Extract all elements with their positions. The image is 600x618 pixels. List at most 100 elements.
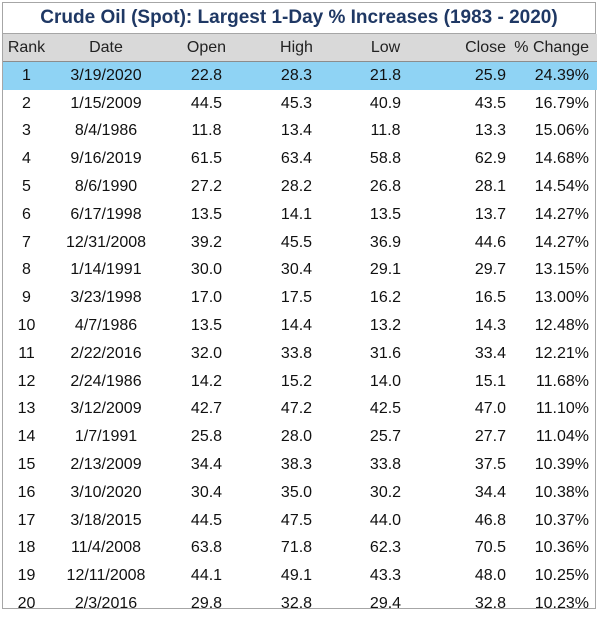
pct-change-cell: 16.79%: [534, 94, 589, 112]
date-cell: 3/18/2015: [70, 511, 142, 529]
date-cell: 6/17/1998: [70, 205, 142, 223]
low-cell: 30.2: [369, 483, 402, 501]
header-row: Rank Date Open High Low Close % Change: [3, 34, 597, 62]
open-cell: 44.5: [190, 94, 223, 112]
table-row: 4 9/16/2019 61.5 63.4 58.8 62.9 14.68%: [3, 145, 597, 173]
date-cell: 8/4/1986: [74, 122, 138, 140]
date-cell: 4/7/1986: [74, 317, 138, 335]
close-cell: 29.7: [474, 261, 506, 279]
high-cell: 63.4: [280, 150, 313, 168]
high-cell: 47.2: [280, 400, 313, 418]
close-cell: 28.1: [474, 178, 506, 196]
open-cell: 34.4: [190, 456, 223, 474]
high-cell: 14.4: [280, 317, 313, 335]
low-cell: 11.8: [370, 122, 401, 140]
pct-change-cell: 13.00%: [534, 289, 589, 307]
low-cell: 40.9: [369, 94, 402, 112]
pct-change-cell: 10.36%: [534, 539, 589, 557]
table-row: 16 3/10/2020 30.4 35.0 30.2 34.4 10.38%: [3, 479, 597, 507]
high-cell: 45.5: [280, 233, 313, 251]
date-cell: 9/16/2019: [70, 150, 142, 168]
table-row: 12 2/24/1986 14.2 15.2 14.0 15.1 11.68%: [3, 368, 597, 396]
date-cell: 3/19/2020: [50, 61, 162, 90]
table-row: 15 2/13/2009 34.4 38.3 33.8 37.5 10.39%: [3, 451, 597, 479]
close-cell: 32.8: [474, 595, 506, 613]
open-cell: 30.0: [190, 261, 223, 279]
open-cell: 13.5: [190, 317, 223, 335]
open-cell: 27.2: [190, 178, 223, 196]
close-cell: 25.9: [429, 61, 512, 90]
rank-cell: 19: [17, 567, 36, 585]
low-cell: 42.5: [369, 400, 402, 418]
pct-change-cell: 10.23%: [534, 595, 589, 613]
pct-change-cell: 12.48%: [534, 317, 589, 335]
high-cell: 30.4: [280, 261, 313, 279]
table-row: 8 1/14/1991 30.0 30.4 29.1 29.7 13.15%: [3, 257, 597, 285]
low-cell: 14.0: [369, 372, 402, 390]
rank-cell: 17: [17, 511, 36, 529]
open-cell: 44.5: [190, 511, 223, 529]
high-cell: 71.8: [280, 539, 313, 557]
open-cell: 25.8: [190, 428, 223, 446]
pct-change-cell: 14.27%: [534, 205, 589, 223]
rank-cell: 16: [17, 483, 36, 501]
rank-cell: 15: [17, 456, 36, 474]
high-cell: 28.0: [280, 428, 313, 446]
table-row: 7 12/31/2008 39.2 45.5 36.9 44.6 14.27%: [3, 229, 597, 257]
close-cell: 37.5: [474, 456, 506, 474]
date-cell: 2/13/2009: [70, 456, 142, 474]
high-cell: 38.3: [280, 456, 313, 474]
table-row: 11 2/22/2016 32.0 33.8 31.6 33.4 12.21%: [3, 340, 597, 368]
open-cell: 11.8: [191, 122, 222, 140]
table-body: 1 3/19/2020 22.8 28.3 21.8 25.9 24.39% 2 1/15/20…: [3, 61, 597, 618]
pct-change-cell: 11.68%: [535, 372, 589, 390]
pct-change-cell: 10.38%: [534, 483, 589, 501]
low-cell: 33.8: [369, 456, 402, 474]
date-cell: 1/7/1991: [74, 428, 138, 446]
open-cell: 32.0: [190, 344, 223, 362]
rank-cell: 13: [17, 400, 36, 418]
close-cell: 16.5: [474, 289, 506, 307]
high-cell: 14.1: [280, 205, 313, 223]
column-header-low: Low: [342, 34, 429, 62]
rank-cell: 14: [17, 428, 36, 446]
open-cell: 30.4: [190, 483, 223, 501]
close-cell: 13.7: [474, 205, 506, 223]
close-cell: 62.9: [474, 150, 506, 168]
high-cell: 13.4: [280, 122, 313, 140]
pct-change-cell: 24.39%: [512, 61, 597, 90]
rank-cell: 7: [22, 233, 31, 251]
pct-change-cell: 14.27%: [534, 233, 589, 251]
date-cell: 8/6/1990: [74, 178, 138, 196]
low-cell: 44.0: [369, 511, 402, 529]
close-cell: 15.1: [474, 372, 506, 390]
open-cell: 39.2: [190, 233, 223, 251]
low-cell: 36.9: [369, 233, 402, 251]
date-cell: 1/14/1991: [70, 261, 142, 279]
date-cell: 12/11/2008: [66, 567, 146, 585]
low-cell: 25.7: [369, 428, 402, 446]
rank-cell: 1: [3, 61, 50, 90]
rank-cell: 20: [17, 595, 36, 613]
open-cell: 29.8: [190, 595, 223, 613]
low-cell: 43.3: [369, 567, 402, 585]
low-cell: 29.4: [369, 595, 402, 613]
date-cell: 2/22/2016: [70, 344, 142, 362]
close-cell: 13.3: [474, 122, 506, 140]
table-row: 1 3/19/2020 22.8 28.3 21.8 25.9 24.39%: [3, 61, 597, 90]
rank-cell: 18: [17, 539, 36, 557]
close-cell: 33.4: [474, 344, 506, 362]
close-cell: 14.3: [474, 317, 506, 335]
table-row: 17 3/18/2015 44.5 47.5 44.0 46.8 10.37%: [3, 507, 597, 535]
column-header-pct-change: % Change: [512, 34, 597, 62]
date-cell: 2/24/1986: [70, 372, 142, 390]
rank-cell: 9: [22, 289, 31, 307]
rank-cell: 12: [17, 372, 36, 390]
open-cell: 14.2: [190, 372, 223, 390]
high-cell: 17.5: [280, 289, 313, 307]
open-cell: 22.8: [162, 61, 251, 90]
rank-cell: 2: [22, 94, 31, 112]
rank-cell: 8: [22, 261, 31, 279]
column-header-close: Close: [429, 34, 512, 62]
pct-change-cell: 12.21%: [534, 344, 589, 362]
